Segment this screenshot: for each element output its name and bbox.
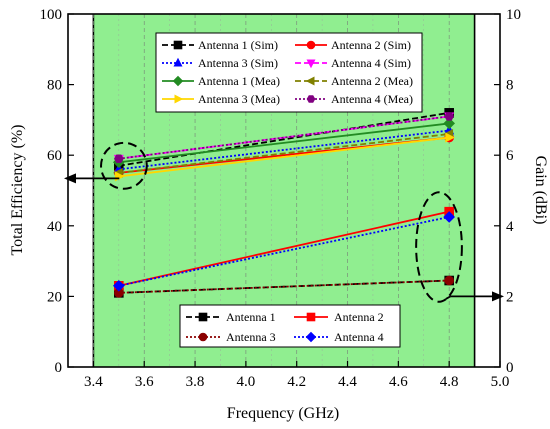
series-line bbox=[118, 136, 450, 178]
gain-series bbox=[114, 275, 454, 298]
series-line bbox=[118, 115, 450, 160]
series-line bbox=[118, 216, 450, 287]
y-right-tick-label: 2 bbox=[506, 289, 514, 305]
plot-frame bbox=[67, 13, 501, 368]
series-line bbox=[118, 115, 450, 160]
y-left-tick-label: 0 bbox=[55, 360, 63, 376]
legend-label: Antenna 1 (Sim) bbox=[198, 38, 278, 52]
y-axis-right-label: Gain (dBi) bbox=[532, 156, 549, 225]
legend-marker bbox=[306, 95, 316, 103]
efficiency-legend: Antenna 1 (Sim) Antenna 2 (Sim) Antenna 3 … bbox=[155, 32, 423, 113]
annotation-ellipse bbox=[100, 141, 148, 190]
x-tick-label: 4.4 bbox=[338, 374, 357, 390]
data-point bbox=[443, 211, 456, 223]
x-tick-label: 4.0 bbox=[237, 374, 256, 390]
data-point bbox=[443, 117, 456, 130]
legend-label: Antenna 3 (Sim) bbox=[198, 56, 278, 70]
gain-series bbox=[112, 211, 456, 292]
annotation-ellipse bbox=[415, 191, 463, 303]
y-left-tick-label: 80 bbox=[47, 78, 62, 94]
x-tick-label: 3.6 bbox=[135, 374, 154, 390]
x-tick-label: 4.2 bbox=[287, 374, 306, 390]
data-point bbox=[444, 275, 454, 286]
axes-layer: 3.4 3.6 3.8 4.0 4.2 4.4 4.6 4.8 5.00204060801000… bbox=[40, 7, 522, 390]
legend-label: Antenna 4 bbox=[334, 330, 384, 344]
y-right-tick-label: 4 bbox=[506, 219, 514, 235]
efficiency-series bbox=[113, 112, 455, 163]
y-left-tick-label: 100 bbox=[40, 7, 63, 23]
legend-label: Antenna 2 (Sim) bbox=[331, 38, 411, 52]
series-line bbox=[118, 129, 450, 171]
legend-box bbox=[179, 304, 401, 348]
x-tick-label: 3.8 bbox=[186, 374, 205, 390]
legend-marker bbox=[198, 332, 208, 342]
y-axis-left-label: Total Efficiency (%) bbox=[9, 125, 26, 256]
legend-marker bbox=[173, 40, 183, 50]
legend-label: Antenna 1 bbox=[226, 310, 276, 324]
legend-box bbox=[155, 32, 423, 113]
y-left-tick-label: 60 bbox=[47, 148, 62, 164]
annotation-arrow bbox=[445, 295, 451, 300]
series-line bbox=[118, 133, 450, 174]
legend-marker bbox=[305, 76, 315, 86]
gain-series-layer bbox=[112, 206, 456, 298]
data-point bbox=[444, 112, 455, 121]
series-line bbox=[118, 279, 450, 294]
data-point bbox=[113, 154, 124, 163]
data-point bbox=[445, 132, 456, 143]
legend-marker bbox=[306, 40, 316, 50]
legend-marker bbox=[174, 94, 184, 104]
legend-marker bbox=[172, 75, 184, 87]
y-right-tick-label: 6 bbox=[506, 148, 514, 164]
data-point bbox=[112, 279, 125, 292]
y-left-tick-label: 20 bbox=[47, 289, 62, 305]
legend-label: Antenna 3 bbox=[226, 330, 276, 344]
x-tick-label: 5.0 bbox=[491, 374, 510, 390]
legend-marker bbox=[198, 312, 208, 322]
legend-marker bbox=[305, 331, 317, 343]
legend-marker bbox=[306, 59, 316, 69]
x-axis-label: Frequency (GHz) bbox=[227, 405, 339, 422]
legend-label: Antenna 2 (Mea) bbox=[331, 74, 413, 88]
series-line bbox=[118, 111, 450, 167]
efficiency-series-layer bbox=[112, 108, 456, 182]
y-right-tick-label: 0 bbox=[506, 360, 514, 376]
legend-label: Antenna 1 (Mea) bbox=[198, 74, 280, 88]
legend-label: Antenna 3 (Mea) bbox=[198, 92, 280, 106]
x-tick-label: 4.6 bbox=[389, 374, 408, 390]
y-right-tick-label: 10 bbox=[506, 7, 521, 23]
series-line bbox=[118, 122, 450, 164]
legend-marker bbox=[173, 57, 183, 67]
x-tick-label: 4.8 bbox=[440, 374, 459, 390]
legend-label: Antenna 2 bbox=[334, 310, 384, 324]
y-left-tick-label: 40 bbox=[47, 219, 62, 235]
legend-label: Antenna 4 (Mea) bbox=[331, 92, 413, 106]
gain-legend: Antenna 1 Antenna 2 Antenna 3 Antenna 4 bbox=[179, 304, 401, 348]
legend-marker bbox=[306, 312, 316, 322]
legend-label: Antenna 4 (Sim) bbox=[331, 56, 411, 70]
x-tick-label: 3.4 bbox=[84, 374, 103, 390]
arrow-head bbox=[64, 173, 76, 184]
y-right-tick-label: 8 bbox=[506, 78, 514, 94]
